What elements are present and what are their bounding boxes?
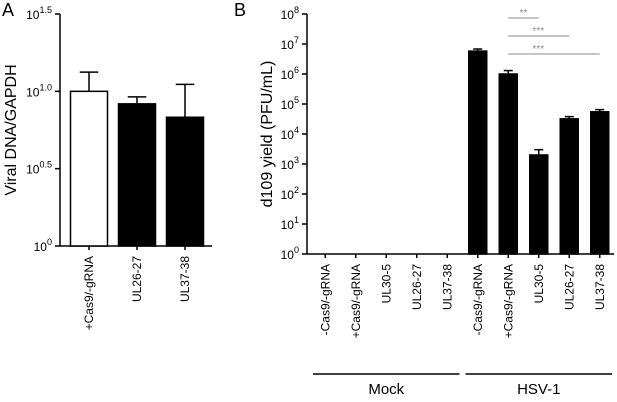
y-tick-exp: 1.5 [39, 5, 52, 15]
y-tick-label: 105 [281, 95, 299, 112]
y-tick-label: 108 [281, 5, 299, 22]
y-tick-label: 102 [281, 185, 299, 202]
y-tick-exp: 8 [294, 5, 299, 15]
bar [498, 73, 518, 255]
y-tick-exp: 5 [294, 95, 299, 105]
y-tick-label: 100 [34, 237, 52, 254]
y-tick-base: 10 [281, 38, 295, 52]
bar [529, 154, 549, 255]
x-tick-label: UL37-38 [593, 264, 607, 310]
y-axis-label: Viral DNA/GAPDH [3, 64, 20, 195]
y-tick-base: 10 [26, 85, 40, 99]
y-tick-base: 10 [281, 128, 295, 142]
y-tick-label: 101 [281, 215, 299, 232]
x-tick-label: UL26-27 [130, 256, 144, 302]
y-tick-label: 100 [281, 245, 299, 262]
group-label: HSV-1 [517, 381, 560, 398]
x-tick-label: +Cas9/-gRNA [349, 264, 363, 338]
significance-label: *** [532, 44, 544, 55]
panel-letter: A [2, 0, 14, 20]
y-tick-base: 10 [281, 188, 295, 202]
bar [468, 50, 488, 255]
y-tick-base: 10 [26, 8, 40, 22]
y-tick-exp: 4 [294, 125, 299, 135]
group-label: Mock [368, 381, 404, 398]
bar [69, 90, 109, 247]
significance-label: ** [520, 8, 528, 19]
y-tick-label: 101.0 [26, 82, 52, 99]
y-tick-label: 106 [281, 65, 299, 82]
y-tick-exp: 6 [294, 65, 299, 75]
bar [165, 116, 205, 247]
y-tick-exp: 0.5 [39, 160, 52, 170]
y-tick-base: 10 [281, 218, 295, 232]
bar [559, 118, 579, 255]
y-tick-base: 10 [26, 163, 40, 177]
y-tick-base: 10 [34, 240, 48, 254]
y-tick-label: 107 [281, 35, 299, 52]
y-tick-base: 10 [281, 158, 295, 172]
y-tick-label: 104 [281, 125, 299, 142]
x-tick-label: UL30-5 [379, 264, 393, 304]
y-tick-base: 10 [281, 248, 295, 262]
y-tick-base: 10 [281, 68, 295, 82]
panel-letter: B [234, 0, 246, 20]
y-tick-base: 10 [281, 98, 295, 112]
y-tick-exp: 2 [294, 185, 299, 195]
x-tick-label: UL26-27 [410, 264, 424, 310]
x-tick-label: +Cas9/-gRNA [82, 256, 96, 330]
x-tick-label: -Cas9/-gRNA [471, 264, 485, 335]
y-axis-label: d109 yield (PFU/mL) [259, 61, 276, 208]
x-tick-label: UL30-5 [532, 264, 546, 304]
y-tick-label: 103 [281, 155, 299, 172]
x-tick-label: +Cas9/-gRNA [501, 264, 515, 338]
y-tick-label: 101.5 [26, 5, 52, 22]
x-tick-label: UL37-38 [440, 264, 454, 310]
bar [590, 111, 610, 255]
y-tick-exp: 1 [294, 215, 299, 225]
y-tick-exp: 7 [294, 35, 299, 45]
bar [117, 103, 157, 247]
x-tick-label: UL37-38 [178, 256, 192, 302]
significance-label: *** [532, 26, 544, 37]
x-tick-label: -Cas9/-gRNA [318, 264, 332, 335]
y-tick-base: 10 [281, 8, 295, 22]
x-tick-label: UL26-27 [562, 264, 576, 310]
y-tick-exp: 0 [294, 245, 299, 255]
y-tick-exp: 0 [47, 237, 52, 247]
y-tick-exp: 1.0 [39, 82, 52, 92]
y-tick-exp: 3 [294, 155, 299, 165]
y-tick-label: 100.5 [26, 160, 52, 177]
